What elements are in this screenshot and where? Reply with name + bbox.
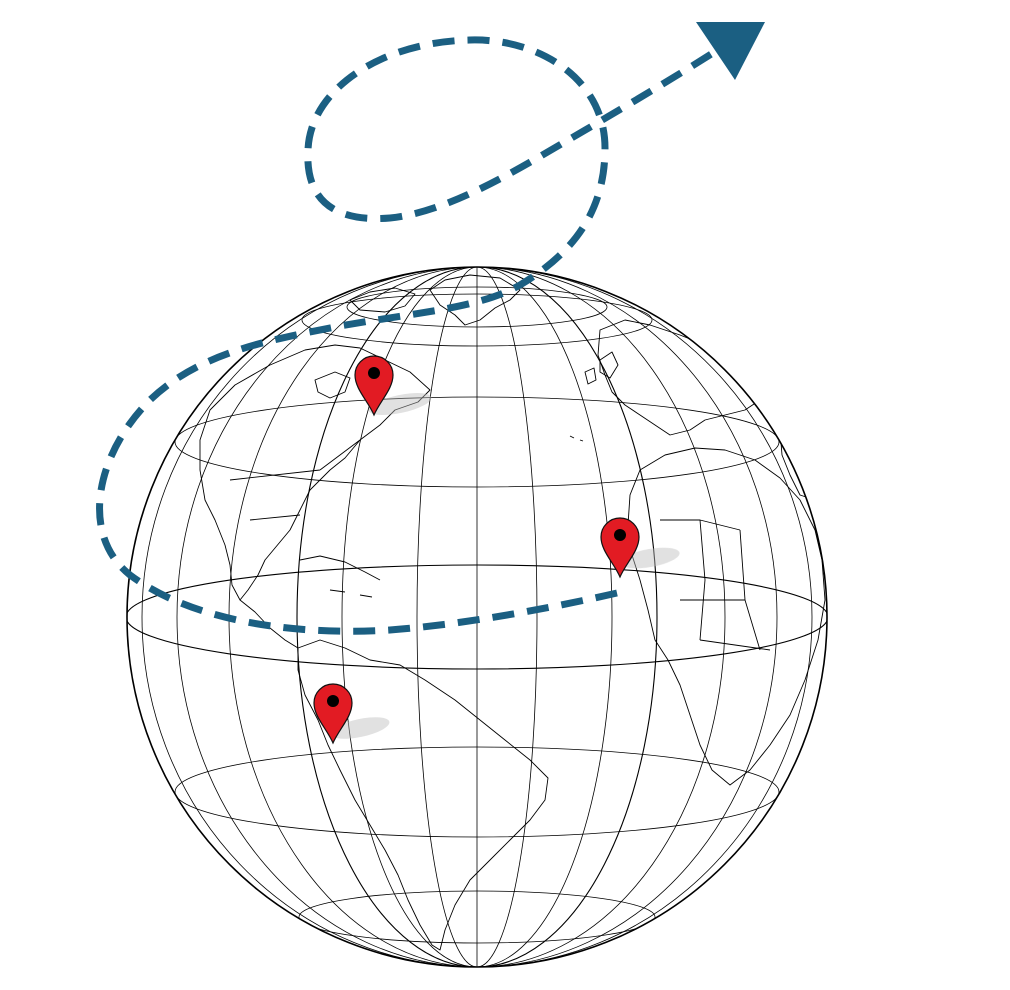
hudson-bay-outline — [314, 371, 351, 399]
map-pin-south-america — [313, 683, 353, 745]
meridian-line — [341, 267, 613, 967]
meridian-line — [141, 267, 813, 967]
pin-shadow — [330, 717, 390, 739]
meridian-line — [176, 267, 778, 967]
british-isles-outline — [584, 351, 619, 385]
africa-borders — [660, 519, 771, 651]
meridian-line — [416, 267, 538, 967]
arctic-islands-outline — [349, 287, 416, 313]
pin-dot — [368, 367, 380, 379]
map-pin-africa — [600, 517, 640, 579]
map-pin-icon — [313, 683, 353, 745]
pin-dot — [327, 695, 339, 707]
map-pin-icon — [354, 355, 394, 417]
arrowhead-icon — [696, 22, 765, 80]
greenland-outline — [429, 274, 521, 326]
map-pin-icon — [600, 517, 640, 579]
pin-shadow — [620, 547, 680, 569]
meridian-line — [296, 267, 658, 967]
africa-outline — [627, 447, 826, 786]
pin-dot — [614, 529, 626, 541]
pin-shadows — [330, 392, 680, 739]
europe-outline — [597, 319, 761, 436]
north-america-borders — [229, 439, 361, 521]
route — [96, 36, 732, 635]
map-pin-north-america — [354, 355, 394, 417]
north-america-outline — [199, 344, 431, 601]
route-path — [96, 36, 732, 635]
caribbean-outline — [299, 555, 381, 598]
south-america-outline — [297, 639, 549, 951]
pin-shadow — [368, 392, 432, 416]
